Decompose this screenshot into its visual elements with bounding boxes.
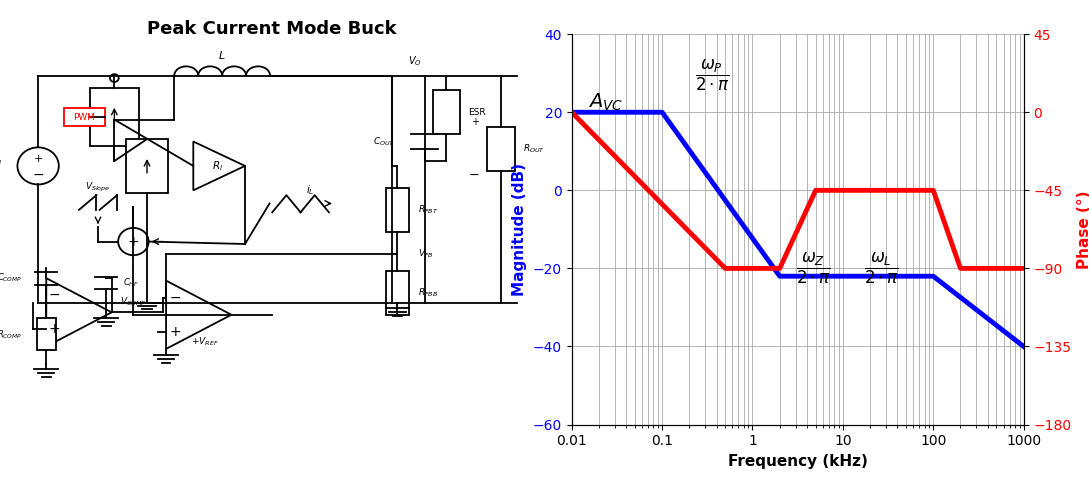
Bar (37, 319, 56, 350)
Text: +: + (34, 154, 42, 163)
Bar (432, 90, 460, 134)
Text: $V_{COMP}$: $V_{COMP}$ (120, 295, 147, 308)
Circle shape (110, 74, 119, 82)
Text: $V_{FB}$: $V_{FB}$ (418, 247, 433, 260)
Y-axis label: Magnitude (dB): Magnitude (dB) (512, 163, 527, 296)
Text: −: − (49, 288, 60, 302)
Text: $V_{IN}$: $V_{IN}$ (0, 154, 3, 168)
Bar (126, 139, 168, 193)
Text: +: + (170, 325, 181, 339)
Bar (386, 188, 409, 232)
Text: +: + (127, 235, 139, 248)
Text: $R_{COMP}$: $R_{COMP}$ (0, 328, 22, 341)
Text: $\dfrac{\omega_P}{2 \cdot \pi}$: $\dfrac{\omega_P}{2 \cdot \pi}$ (695, 58, 730, 93)
Text: $A_{VC}$: $A_{VC}$ (588, 92, 623, 113)
Text: $R_{OUT}$: $R_{OUT}$ (523, 142, 544, 155)
Text: $C_{COMP}$: $C_{COMP}$ (0, 272, 22, 285)
Text: +: + (49, 323, 60, 336)
Text: ESR: ESR (468, 108, 486, 117)
Text: +: + (472, 117, 479, 127)
X-axis label: Frequency (kHz): Frequency (kHz) (727, 454, 868, 469)
Circle shape (119, 228, 148, 255)
Text: $\dfrac{\omega_Z}{2 \cdot \pi}$: $\dfrac{\omega_Z}{2 \cdot \pi}$ (796, 251, 831, 286)
Y-axis label: Phase (°): Phase (°) (1077, 190, 1089, 268)
Text: $\dfrac{\omega_L}{2 \cdot \pi}$: $\dfrac{\omega_L}{2 \cdot \pi}$ (864, 251, 898, 286)
Text: Peak Current Mode Buck: Peak Current Mode Buck (147, 20, 397, 38)
Text: $R_{FBT}$: $R_{FBT}$ (418, 203, 439, 216)
Bar (386, 271, 409, 315)
Text: −: − (33, 168, 44, 182)
Text: $i_L$: $i_L$ (306, 183, 315, 197)
Text: $C_{HF}$: $C_{HF}$ (122, 277, 138, 289)
Text: $R_{FBB}$: $R_{FBB}$ (418, 286, 439, 299)
Text: PWM: PWM (73, 113, 96, 122)
Text: L: L (219, 51, 225, 61)
Circle shape (17, 147, 59, 184)
Text: −: − (170, 291, 181, 305)
Bar (89, 88, 139, 146)
Text: $C_{OUT}$: $C_{OUT}$ (372, 135, 394, 148)
Bar (488, 127, 514, 171)
Bar (63, 108, 105, 126)
Text: $+V_{REF}$: $+V_{REF}$ (191, 335, 219, 348)
Text: $R_i$: $R_i$ (212, 159, 223, 173)
Text: $V_O$: $V_O$ (408, 54, 423, 68)
Text: $V_{Slope}$: $V_{Slope}$ (85, 182, 111, 194)
Text: −: − (468, 169, 479, 182)
